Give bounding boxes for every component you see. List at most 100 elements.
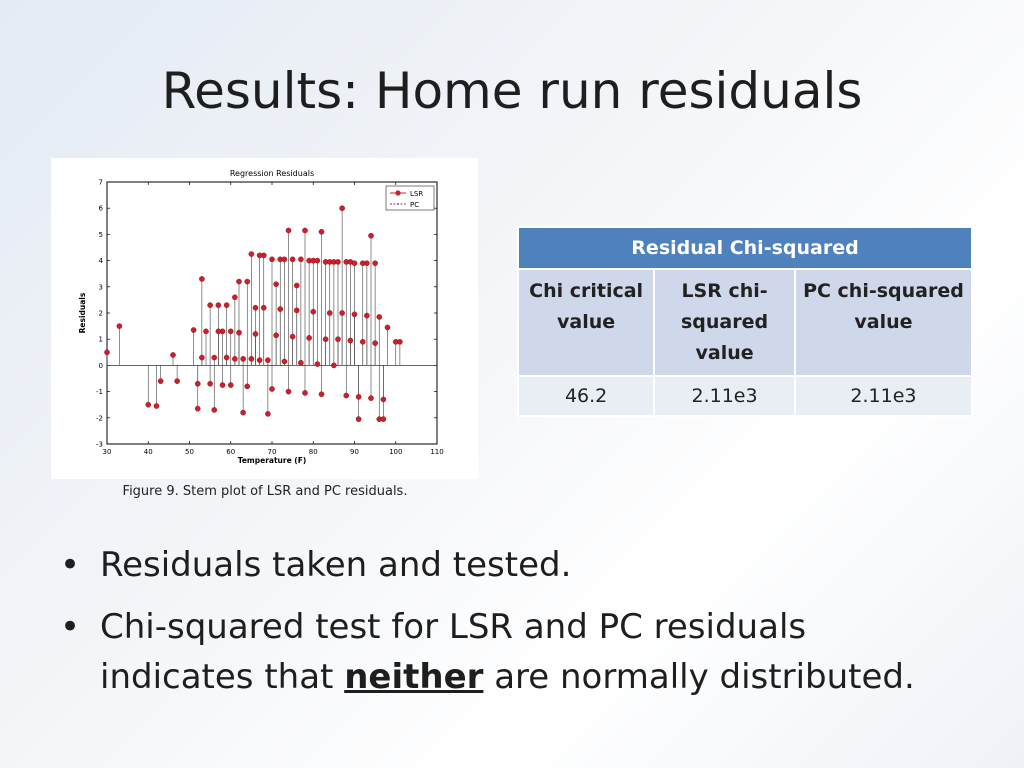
lsr-residual-point bbox=[351, 311, 358, 318]
lsr-residual-point bbox=[170, 352, 176, 358]
lsr-residual-point bbox=[285, 388, 292, 395]
lsr-residual-point bbox=[339, 310, 345, 316]
lsr-residual-point bbox=[203, 328, 209, 335]
lsr-residual-point bbox=[289, 333, 296, 340]
lsr-residual-point bbox=[240, 356, 246, 362]
lsr-residual-point bbox=[194, 380, 201, 387]
lsr-residual-point bbox=[281, 358, 288, 365]
lsr-residual-point bbox=[260, 304, 267, 311]
lsr-residual-point bbox=[232, 294, 238, 301]
bullet-list: Residuals taken and tested. Chi-squared … bbox=[60, 540, 960, 714]
lsr-residual-point bbox=[207, 302, 213, 308]
lsr-residual-point bbox=[252, 331, 259, 337]
bullet-emphasis-neither: neither bbox=[344, 657, 484, 697]
lsr-residual-point bbox=[157, 378, 164, 384]
lsr-residual-point bbox=[215, 302, 222, 308]
lsr-residual-point bbox=[223, 354, 230, 361]
legend-lsr-label: LSR bbox=[410, 190, 423, 198]
chart-title: Regression Residuals bbox=[230, 169, 314, 178]
y-tick-label: 3 bbox=[99, 283, 103, 291]
lsr-residual-point bbox=[335, 259, 341, 265]
table-header: Residual Chi-squared bbox=[517, 226, 973, 270]
lsr-residual-point bbox=[331, 362, 337, 369]
lsr-residual-point bbox=[355, 394, 362, 400]
lsr-residual-point bbox=[322, 336, 329, 342]
lsr-residual-point bbox=[351, 260, 358, 267]
lsr-residual-point bbox=[302, 390, 308, 396]
y-tick-label: 1 bbox=[99, 336, 103, 344]
lsr-residual-point bbox=[359, 339, 366, 345]
lsr-residual-point bbox=[298, 359, 304, 366]
lsr-residual-point bbox=[372, 260, 378, 267]
residual-chi-squared-table: Residual Chi-squared Chi critical value … bbox=[516, 226, 974, 417]
y-axis-label: Residuals bbox=[78, 292, 87, 333]
lsr-residual-point bbox=[252, 304, 259, 311]
lsr-residual-point bbox=[248, 356, 255, 362]
lsr-residual-point bbox=[269, 386, 275, 392]
lsr-residual-point bbox=[293, 282, 300, 289]
lsr-residual-point bbox=[260, 252, 267, 259]
lsr-residual-point bbox=[339, 205, 345, 212]
lsr-residual-point bbox=[273, 332, 279, 339]
lsr-residual-point bbox=[318, 391, 325, 398]
value-lsr-chi-squared: 2.11e3 bbox=[653, 375, 796, 417]
lsr-residual-point bbox=[318, 228, 325, 235]
x-tick-label: 30 bbox=[103, 448, 112, 456]
lsr-residual-point bbox=[223, 302, 230, 308]
lsr-residual-point bbox=[232, 356, 238, 362]
legend-lsr-marker bbox=[395, 190, 401, 196]
lsr-residual-point bbox=[244, 278, 251, 285]
lsr-residual-point bbox=[306, 335, 312, 341]
y-tick-label: 5 bbox=[99, 231, 103, 239]
legend-pc-marker bbox=[397, 203, 399, 205]
lsr-residual-point bbox=[227, 328, 234, 335]
lsr-residual-point bbox=[116, 323, 123, 329]
residual-stem-plot: Regression Residuals Temperature (F) Res… bbox=[51, 158, 478, 479]
chart-legend: LSR PC bbox=[385, 185, 435, 211]
lsr-residual-point bbox=[248, 251, 255, 257]
x-tick-label: 90 bbox=[350, 448, 359, 456]
x-tick-label: 110 bbox=[430, 448, 443, 456]
lsr-residual-point bbox=[289, 256, 296, 263]
x-tick-label: 70 bbox=[268, 448, 277, 456]
x-tick-label: 40 bbox=[144, 448, 153, 456]
figure-caption: Figure 9. Stem plot of LSR and PC residu… bbox=[122, 484, 408, 499]
lsr-residual-point bbox=[380, 416, 387, 422]
lsr-residual-point bbox=[256, 357, 263, 363]
lsr-residual-point bbox=[199, 276, 205, 282]
lsr-residual-point bbox=[364, 312, 370, 319]
y-tick-label: 4 bbox=[99, 257, 104, 265]
lsr-residual-point bbox=[384, 324, 391, 331]
lsr-residual-point bbox=[310, 308, 317, 315]
y-tick-label: -1 bbox=[96, 388, 103, 396]
lsr-residual-point bbox=[145, 401, 152, 408]
lsr-residual-point bbox=[293, 307, 300, 314]
bullet-item: Residuals taken and tested. bbox=[60, 540, 960, 590]
value-chi-critical: 46.2 bbox=[516, 375, 656, 417]
x-tick-label: 50 bbox=[185, 448, 194, 456]
bullet-item: Chi-squared test for LSR and PC residual… bbox=[60, 602, 960, 702]
lsr-residual-point bbox=[285, 227, 292, 234]
column-chi-critical: Chi critical value bbox=[516, 268, 656, 377]
lsr-residual-point bbox=[153, 403, 160, 409]
lsr-residual-point bbox=[227, 382, 234, 388]
lsr-residual-point bbox=[219, 382, 226, 388]
lsr-residual-point bbox=[273, 281, 279, 287]
lsr-residual-point bbox=[380, 396, 387, 403]
lsr-residual-point bbox=[194, 405, 201, 412]
lsr-residual-point bbox=[199, 354, 205, 361]
column-lsr-chi-squared: LSR chi-squared value bbox=[653, 268, 796, 377]
x-tick-label: 100 bbox=[389, 448, 402, 456]
lsr-residual-point bbox=[236, 278, 242, 285]
lsr-residual-point bbox=[207, 380, 213, 387]
lsr-residual-point bbox=[215, 328, 222, 335]
lsr-residual-point bbox=[326, 310, 333, 316]
lsr-residual-point bbox=[269, 256, 275, 263]
value-pc-chi-squared: 2.11e3 bbox=[793, 375, 974, 417]
lsr-residual-point bbox=[368, 232, 374, 239]
lsr-residual-point bbox=[104, 349, 110, 356]
column-pc-chi-squared: PC chi-squared value bbox=[793, 268, 974, 377]
lsr-residual-point bbox=[174, 378, 180, 384]
y-tick-label: 2 bbox=[99, 310, 103, 318]
bullet-text-1: Residuals taken and tested. bbox=[100, 545, 572, 585]
